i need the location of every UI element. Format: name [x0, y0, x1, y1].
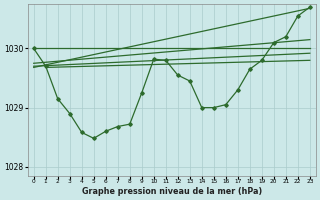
X-axis label: Graphe pression niveau de la mer (hPa): Graphe pression niveau de la mer (hPa) — [82, 187, 262, 196]
